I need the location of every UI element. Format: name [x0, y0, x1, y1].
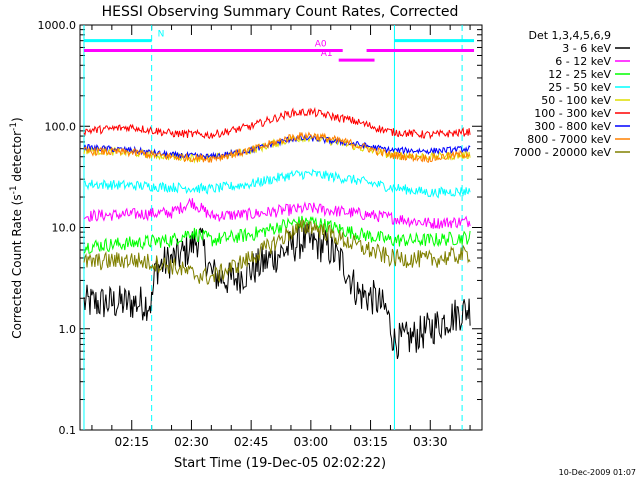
chart-title: HESSI Observing Summary Count Rates, Cor…: [102, 4, 459, 20]
x-tick-label: 03:00: [294, 435, 329, 449]
flag-label-a1: A1: [321, 49, 333, 59]
x-tick-label: 02:45: [234, 435, 269, 449]
legend-label: 50 - 100 keV: [541, 94, 611, 107]
y-tick-label: 1.0: [59, 323, 77, 336]
legend-label: 800 - 7000 keV: [527, 133, 611, 146]
vertical-markers: [83, 25, 463, 430]
legend-label: 7000 - 20000 keV: [513, 146, 611, 159]
legend-title: Det 1,3,4,5,6,9: [528, 29, 611, 42]
x-tick-label: 02:15: [114, 435, 149, 449]
series-line-2: [83, 215, 471, 254]
x-axis-label: Start Time (19-Dec-05 02:02:22): [174, 456, 386, 471]
flag-label-n: N: [158, 30, 165, 40]
y-tick-label: 1000.0: [38, 19, 77, 32]
x-tick-label: 03:15: [353, 435, 388, 449]
series-group: [83, 106, 471, 360]
legend-label: 3 - 6 keV: [562, 42, 611, 55]
x-tick-label: 02:30: [174, 435, 209, 449]
y-label-sup2: -1: [9, 122, 19, 131]
y-tick-label: 0.1: [59, 424, 77, 437]
series-line-8: [83, 219, 471, 285]
y-axis-label: Corrected Count Rate (s-1 detector-1): [9, 117, 24, 338]
legend-label: 25 - 50 keV: [548, 81, 611, 94]
y-label-part3: ): [10, 117, 24, 122]
legend-label: 300 - 800 keV: [534, 120, 611, 133]
flag-label-a0: A0: [315, 39, 327, 49]
timestamp: 10-Dec-2009 01:07: [559, 468, 636, 477]
series-line-0: [83, 223, 471, 360]
x-axis: 02:15 02:30 02:45 03:00 03:15 03:30: [91, 25, 471, 449]
y-label-sup1: -1: [9, 185, 19, 194]
legend-label: 6 - 12 keV: [555, 55, 611, 68]
plot-frame: [79, 24, 483, 431]
y-tick-label: 100.0: [45, 120, 77, 133]
y-label-part2: detector: [10, 131, 24, 186]
y-tick-label: 10.0: [52, 222, 77, 235]
series-line-1: [83, 197, 471, 229]
series-line-7: [83, 131, 471, 164]
y-label-part1: Corrected Count Rate (s: [10, 194, 24, 338]
series-line-4: [83, 133, 471, 164]
y-axis: 0.1 1.0 10.0 100.0 1000.0: [38, 19, 482, 437]
legend-label: 12 - 25 keV: [548, 68, 611, 81]
series-line-3: [83, 168, 471, 199]
x-tick-label: 03:30: [413, 435, 448, 449]
series-line-5: [83, 106, 471, 140]
legend-label: 100 - 300 keV: [534, 107, 611, 120]
